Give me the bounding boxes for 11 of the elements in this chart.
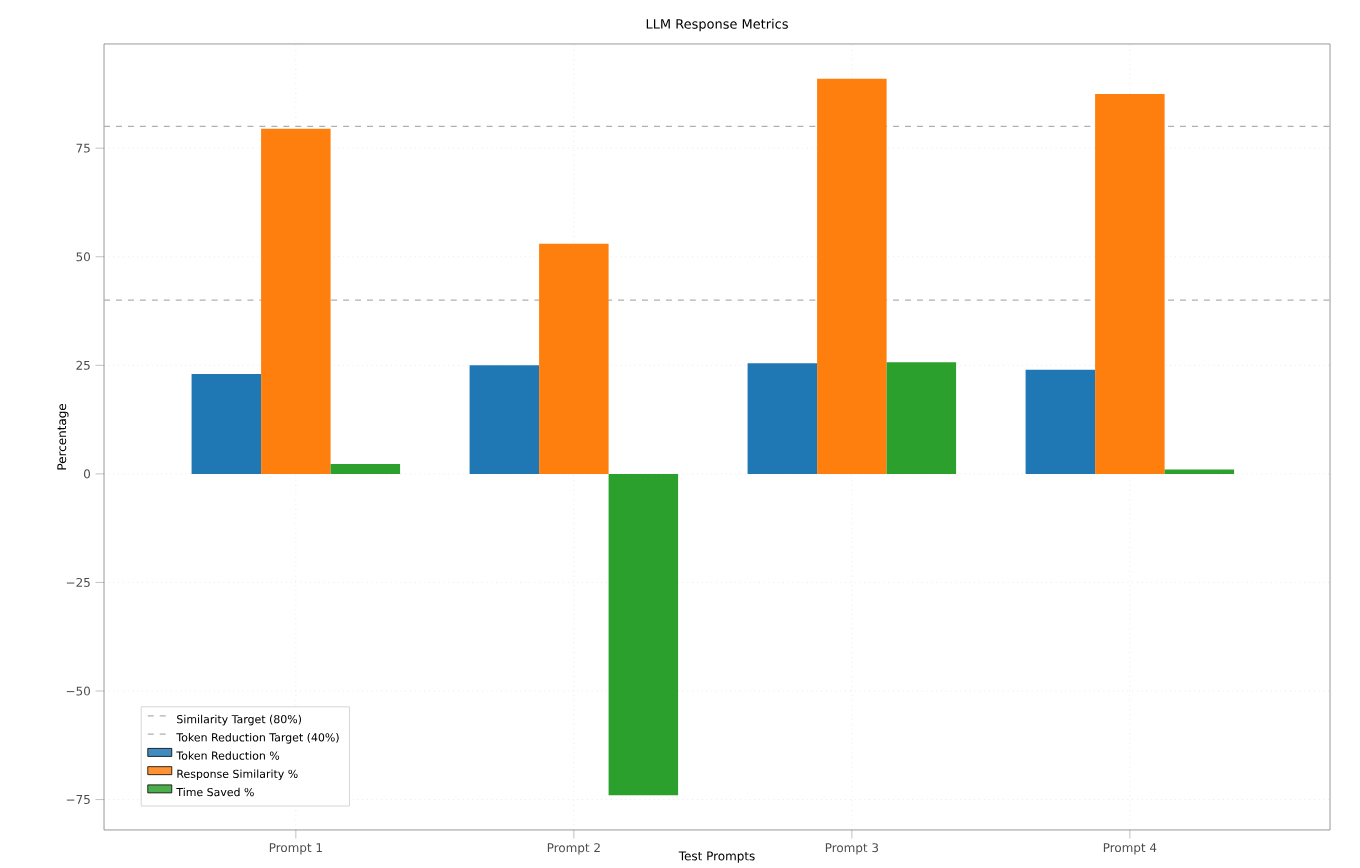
bar: [191, 374, 262, 474]
bar: [747, 363, 818, 474]
bar: [330, 463, 401, 474]
bar: [1025, 369, 1096, 474]
bar: [469, 365, 540, 474]
bar: [539, 243, 609, 474]
bar: [817, 78, 887, 474]
bar: [261, 128, 331, 474]
bar: [886, 362, 957, 474]
bar: [608, 473, 679, 796]
bar: [1095, 93, 1165, 474]
